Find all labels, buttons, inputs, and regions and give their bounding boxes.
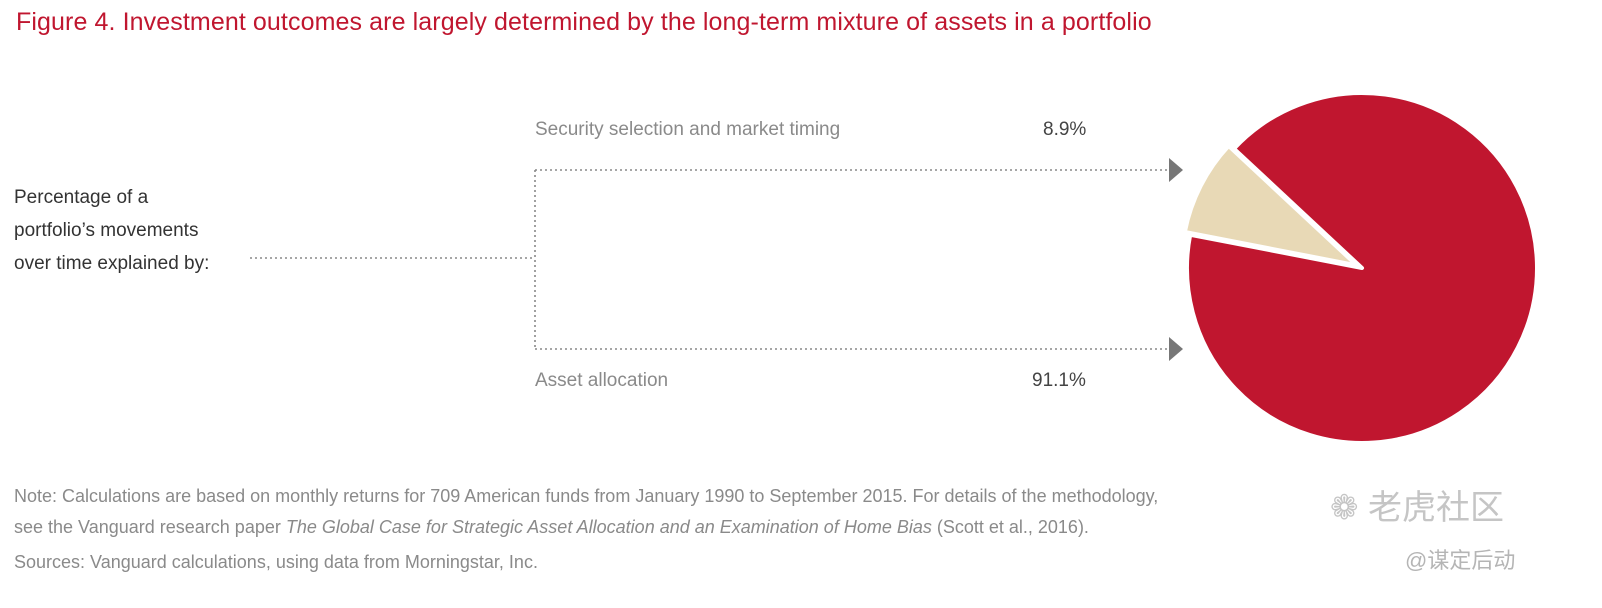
- security-selection-value: 8.9%: [1043, 119, 1087, 140]
- footnote: Note: Calculations are based on monthly …: [14, 481, 1534, 543]
- watermark-handle: @谋定后动: [1405, 548, 1516, 573]
- explanation-line-2: portfolio’s movements: [14, 220, 199, 241]
- explanation-line-1: Percentage of a: [14, 187, 149, 208]
- watermark-logo-text: 老虎社区: [1367, 489, 1504, 527]
- explanation-label: Percentage of a portfolio’s movements ov…: [14, 181, 254, 280]
- pie-slice-security-selection: [1182, 143, 1359, 268]
- arrowhead-bottom: [1169, 337, 1183, 361]
- pie-slice-asset-allocation: [1184, 90, 1539, 445]
- asset-allocation-value: 91.1%: [1032, 370, 1086, 391]
- security-selection-label: Security selection and market timing: [535, 119, 841, 140]
- footnote-suffix: (Scott et al., 2016).: [931, 517, 1089, 537]
- connector-lines: [250, 158, 1183, 361]
- arrowhead-top: [1169, 158, 1183, 182]
- watermark-logo: ❁ 老虎社区: [1330, 480, 1504, 529]
- watermark-paw-icon: ❁: [1330, 489, 1359, 527]
- explanation-line-3: over time explained by:: [14, 253, 210, 274]
- footnote-line-2: see the Vanguard research paper The Glob…: [14, 512, 1534, 543]
- footnote-line-1: Note: Calculations are based on monthly …: [14, 486, 1159, 506]
- footnote-paper-title: The Global Case for Strategic Asset Allo…: [285, 517, 932, 537]
- footnote-prefix: see the Vanguard research paper: [14, 517, 286, 537]
- pie-chart: [1182, 90, 1539, 445]
- asset-allocation-label: Asset allocation: [535, 370, 669, 391]
- chart-title: Figure 4. Investment outcomes are largel…: [16, 8, 1152, 36]
- sources-note: Sources: Vanguard calculations, using da…: [14, 552, 538, 572]
